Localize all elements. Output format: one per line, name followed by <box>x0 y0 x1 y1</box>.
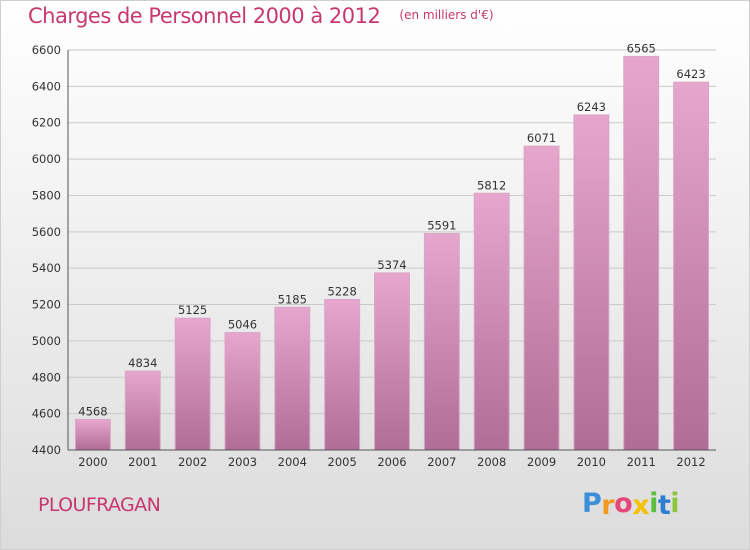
y-tick-label: 4400 <box>32 443 61 457</box>
bar <box>473 192 510 451</box>
bar <box>124 370 161 451</box>
x-tick-label: 2012 <box>676 455 705 469</box>
logo-letter: r <box>601 490 615 521</box>
x-tick-label: 2001 <box>128 455 157 469</box>
y-tick-label: 5600 <box>32 225 61 239</box>
chart-title: Charges de Personnel 2000 à 2012 (en mil… <box>28 4 494 28</box>
y-tick-label: 6200 <box>32 116 61 130</box>
x-tick-label: 2000 <box>78 455 107 469</box>
data-label: 5812 <box>477 178 506 192</box>
y-tick-label: 5200 <box>32 298 61 312</box>
bar <box>224 332 261 451</box>
chart-subtitle: (en milliers d'€) <box>399 8 494 22</box>
data-label: 5046 <box>228 318 257 332</box>
bar <box>423 232 460 451</box>
data-label: 5228 <box>328 284 357 298</box>
data-label: 5591 <box>427 218 456 232</box>
bar <box>673 81 710 451</box>
y-tick-label: 5000 <box>32 334 61 348</box>
x-tick-label: 2006 <box>377 455 406 469</box>
bar <box>324 298 361 451</box>
bar <box>523 145 560 451</box>
y-tick-label: 6400 <box>32 79 61 93</box>
chart-title-text: Charges de Personnel 2000 à 2012 <box>28 4 381 28</box>
x-tick-label: 2009 <box>527 455 556 469</box>
bar <box>274 306 311 451</box>
data-label: 6243 <box>577 100 606 114</box>
data-label: 6071 <box>527 131 556 145</box>
data-label: 4834 <box>128 356 157 370</box>
data-label: 4568 <box>78 404 107 418</box>
y-tick-label: 4800 <box>32 370 61 384</box>
data-label: 6565 <box>627 41 656 55</box>
y-tick-label: 6000 <box>32 152 61 166</box>
bar <box>623 55 660 451</box>
x-tick-label: 2002 <box>178 455 207 469</box>
x-tick-label: 2011 <box>627 455 656 469</box>
x-tick-label: 2008 <box>477 455 506 469</box>
x-tick-label: 2010 <box>577 455 606 469</box>
bar <box>573 114 610 451</box>
place-name: PLOUFRAGAN <box>38 494 161 516</box>
y-tick-label: 6600 <box>32 43 61 57</box>
logo-letter: i <box>670 488 680 519</box>
y-tick-label: 5400 <box>32 261 61 275</box>
x-tick-label: 2003 <box>228 455 257 469</box>
logo-letter: x <box>632 490 650 521</box>
logo-letter: o <box>614 488 633 519</box>
logo-letter: i <box>649 488 658 519</box>
y-tick-label: 4600 <box>32 407 61 421</box>
data-label: 6423 <box>676 67 705 81</box>
data-label: 5125 <box>178 303 207 317</box>
proxiti-logo[interactable]: Proxiti <box>582 488 680 521</box>
x-tick-label: 2007 <box>427 455 456 469</box>
bar <box>174 317 211 451</box>
data-label: 5185 <box>278 292 307 306</box>
x-tick-label: 2004 <box>278 455 307 469</box>
logo-letter: P <box>582 488 602 519</box>
y-tick-label: 5800 <box>32 188 61 202</box>
bar <box>74 418 111 451</box>
x-tick-label: 2005 <box>328 455 357 469</box>
bar <box>374 272 410 451</box>
data-label: 5374 <box>377 258 406 272</box>
logo-letter: t <box>657 490 671 521</box>
